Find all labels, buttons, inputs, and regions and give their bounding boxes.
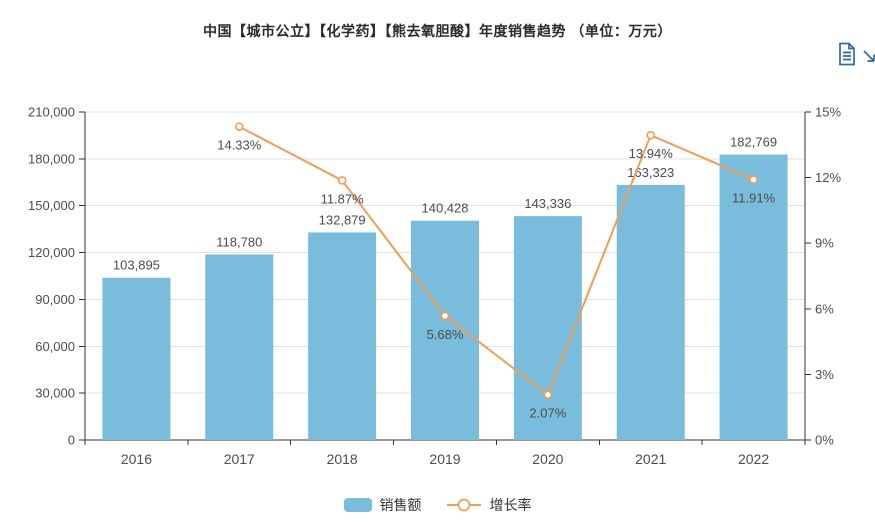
growth-point-2021[interactable] bbox=[646, 130, 656, 140]
y-axis-right-label: 12% bbox=[815, 170, 841, 185]
growth-value-label: 13.94% bbox=[629, 146, 674, 161]
growth-point-2020[interactable] bbox=[543, 390, 553, 400]
y-axis-right-label: 6% bbox=[815, 301, 834, 316]
growth-value-label: 11.87% bbox=[321, 191, 365, 206]
bar-2019[interactable] bbox=[411, 220, 479, 440]
bar-value-label: 182,769 bbox=[730, 135, 777, 150]
y-axis-left-label: 210,000 bbox=[28, 105, 75, 120]
y-axis-left-label: 0 bbox=[68, 433, 75, 448]
growth-value-label: 5.68% bbox=[427, 327, 464, 342]
chart-legend: 销售额 增长率 bbox=[0, 495, 875, 515]
y-axis-left-label: 90,000 bbox=[35, 292, 75, 307]
growth-value-label: 11.91% bbox=[732, 191, 776, 206]
bar-2018[interactable] bbox=[308, 232, 377, 440]
bar-series-swatch bbox=[343, 498, 372, 512]
x-axis-label: 2018 bbox=[327, 451, 358, 467]
y-axis-left-label: 180,000 bbox=[28, 151, 75, 166]
legend-label-sales: 销售额 bbox=[379, 497, 422, 513]
x-axis-label: 2019 bbox=[429, 451, 460, 467]
bar-value-label: 118,780 bbox=[216, 234, 262, 249]
line-series-swatch bbox=[446, 498, 481, 512]
growth-point-2017[interactable] bbox=[234, 122, 244, 131]
x-axis-label: 2021 bbox=[635, 451, 666, 467]
data-view-icon[interactable] bbox=[838, 42, 856, 66]
growth-line[interactable] bbox=[238, 125, 754, 396]
bar-value-label: 163,323 bbox=[627, 165, 674, 180]
y-axis-left-label: 60,000 bbox=[35, 339, 75, 354]
y-axis-right-label: 9% bbox=[815, 236, 834, 251]
growth-point-2018[interactable] bbox=[337, 176, 347, 185]
bar-2017[interactable] bbox=[205, 254, 274, 440]
bar-value-label: 103,895 bbox=[113, 258, 160, 273]
y-axis-right-label: 15% bbox=[815, 105, 841, 120]
save-image-icon[interactable] bbox=[862, 49, 875, 69]
y-axis-left-label: 120,000 bbox=[28, 245, 75, 260]
growth-point-2019[interactable] bbox=[440, 311, 450, 321]
chart-title: 中国【城市公立】【化学药】【熊去氧胆酸】年度销售趋势 （单位：万元） bbox=[203, 23, 672, 39]
bar-2016[interactable] bbox=[102, 277, 171, 440]
bar-value-label: 143,336 bbox=[524, 196, 571, 211]
y-axis-right-label: 0% bbox=[815, 433, 834, 448]
growth-value-label: 2.07% bbox=[529, 406, 566, 421]
growth-point-2022[interactable] bbox=[749, 175, 758, 184]
bar-value-label: 132,879 bbox=[319, 212, 366, 227]
y-axis-left-label: 30,000 bbox=[35, 386, 75, 401]
growth-value-label: 14.33% bbox=[217, 138, 262, 153]
x-axis-label: 2016 bbox=[121, 451, 152, 467]
bar-2020[interactable] bbox=[513, 216, 582, 440]
legend-item-growth[interactable]: 增长率 bbox=[446, 495, 532, 515]
y-axis-right-label: 3% bbox=[815, 367, 834, 382]
x-axis-label: 2020 bbox=[532, 451, 563, 467]
legend-label-growth: 增长率 bbox=[489, 497, 532, 513]
y-axis-left-label: 150,000 bbox=[28, 198, 75, 213]
legend-item-sales[interactable]: 销售额 bbox=[343, 495, 422, 515]
bar-2022[interactable] bbox=[719, 154, 788, 440]
bar-value-label: 140,428 bbox=[422, 201, 469, 216]
x-axis-label: 2017 bbox=[224, 451, 255, 467]
x-axis-label: 2022 bbox=[738, 451, 769, 467]
bar-2021[interactable] bbox=[616, 184, 685, 440]
